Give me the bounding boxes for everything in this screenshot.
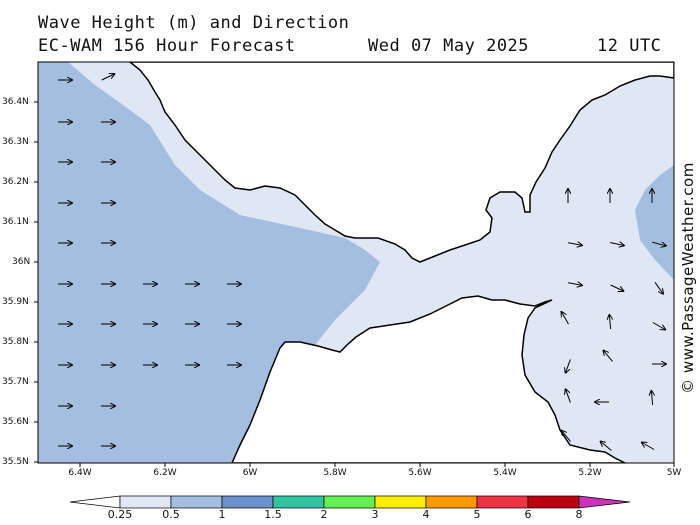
lat-ticks <box>34 101 38 463</box>
site-credit: © www.PassageWeather.com <box>679 162 697 394</box>
lat-label: 35.6N <box>2 417 29 427</box>
wave-direction-arrow <box>562 431 571 442</box>
lon-label: 5.6W <box>408 468 432 478</box>
wave-direction-arrow <box>610 284 624 291</box>
lat-label: 35.9N <box>2 297 29 307</box>
lon-label: 5.8W <box>323 468 347 478</box>
lat-label: 36.3N <box>2 137 29 147</box>
wave-direction-arrow <box>568 283 582 285</box>
map-title: Wave Height (m) and Direction <box>38 13 350 33</box>
forecast-time: 12 UTC <box>597 36 662 56</box>
wave-direction-arrow <box>652 322 665 330</box>
wave-direction-arrow <box>604 351 613 362</box>
colorbar-label: 8 <box>575 508 583 521</box>
lat-label: 35.8N <box>2 337 29 347</box>
lat-label: 36N <box>12 257 31 267</box>
wave-direction-arrow <box>654 282 663 293</box>
lon-label: 6W <box>242 468 258 478</box>
wave-direction-arrow <box>101 74 115 81</box>
land-spain <box>128 62 674 263</box>
lat-label: 35.5N <box>2 457 29 467</box>
colorbar-label: 0.5 <box>162 508 180 521</box>
wave-direction-arrow <box>601 442 612 451</box>
wave-direction-arrow <box>651 391 652 406</box>
colorbar-label: 5 <box>473 508 481 521</box>
lon-label: 5W <box>666 468 682 478</box>
model-subtitle: EC-WAM 156 Hour Forecast <box>38 36 296 56</box>
wave-direction-arrow <box>566 389 571 403</box>
colorbar-high-cap <box>578 495 631 509</box>
colorbar-label: 0.25 <box>107 508 133 521</box>
wave-direction-arrow <box>652 242 666 246</box>
lat-label: 36.4N <box>2 97 29 107</box>
lon-label: 6.4W <box>68 468 92 478</box>
lon-ticks <box>79 463 675 467</box>
lon-label: 6.2W <box>153 468 177 478</box>
land-morocco <box>231 295 626 463</box>
lat-label: 36.2N <box>2 177 29 187</box>
lon-label: 5.4W <box>493 468 517 478</box>
colorbar-label: 6 <box>524 508 532 521</box>
forecast-date: Wed 07 May 2025 <box>368 36 530 56</box>
wave-direction-arrow <box>566 359 571 372</box>
wave-direction-arrow <box>568 243 582 245</box>
colorbar-label: 1 <box>218 508 226 521</box>
colorbar-label: 2 <box>320 508 328 521</box>
lon-label: 5.2W <box>578 468 602 478</box>
colorbar-label: 1.5 <box>264 508 282 521</box>
wave-direction-arrow <box>642 443 655 450</box>
wave-direction-arrow <box>562 312 569 325</box>
colorbar-label: 3 <box>371 508 379 521</box>
colorbar-low-cap <box>69 495 121 509</box>
colorbar-label: 4 <box>422 508 430 521</box>
lat-label: 35.7N <box>2 377 29 387</box>
wave-direction-arrow <box>609 315 610 330</box>
wave-direction-arrow <box>610 243 624 246</box>
wave-direction-arrows <box>58 74 666 451</box>
sea-dark-east <box>635 165 674 280</box>
colorbar <box>69 495 631 509</box>
lat-label: 36.1N <box>2 217 29 227</box>
